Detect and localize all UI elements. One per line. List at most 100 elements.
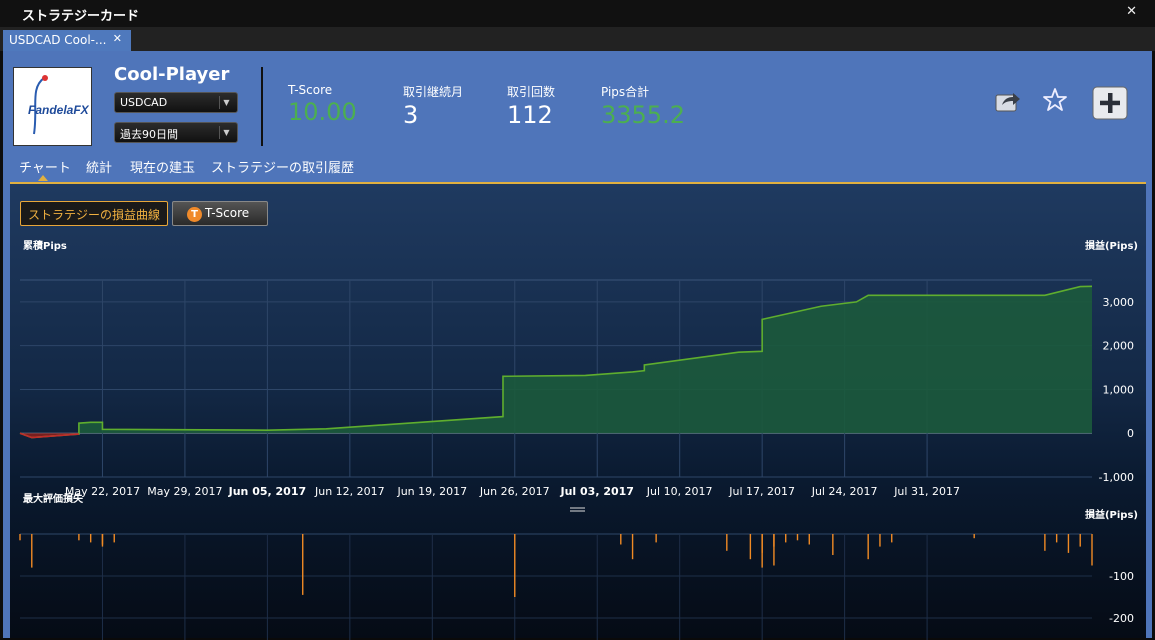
ytick-label: 2,000 <box>1103 340 1135 353</box>
active-tab-indicator <box>38 175 48 181</box>
drawdown-bar <box>726 534 728 551</box>
drawdown-bar <box>302 534 304 595</box>
equity-curve-button[interactable]: ストラテジーの損益曲線 <box>20 201 169 226</box>
equity-negative-area <box>20 433 79 438</box>
chart-area: ストラテジーの損益曲線 T T-Score 累積Pips 損益(Pips) 3,00… <box>10 182 1146 640</box>
tab-label: USDCAD Cool-... <box>9 33 107 47</box>
period-value: 過去90日間 <box>120 128 178 141</box>
period-select[interactable]: 過去90日間 ▼ <box>114 122 238 143</box>
xtick-label: Jul 03, 2017 <box>559 485 633 498</box>
stat-label: 取引回数 <box>507 85 556 99</box>
tab-chart[interactable]: チャート <box>19 161 71 176</box>
equity-ylabel-right: 損益(Pips) <box>1085 239 1138 252</box>
equity-line <box>19 285 1093 439</box>
drawdown-bar <box>796 534 799 541</box>
tscore-button[interactable]: T T-Score <box>172 201 268 226</box>
add-icon[interactable] <box>1092 86 1128 120</box>
drawdown-bar <box>832 534 834 555</box>
drawdown-bar <box>761 534 763 553</box>
window-title: ストラテジーカード <box>22 9 140 24</box>
xtick-label: May 29, 2017 <box>147 485 222 498</box>
drawdown-bar <box>773 534 775 547</box>
title-bar: ストラテジーカード ✕ <box>0 0 1155 27</box>
ytick-label: -200 <box>1109 612 1134 625</box>
share-icon[interactable] <box>994 88 1022 114</box>
equity-line-negative <box>19 432 79 439</box>
stat-tscore: T-Score 10.00 <box>288 83 357 126</box>
drawdown-bar <box>655 534 657 543</box>
stat-value: 10.00 <box>288 98 357 126</box>
drawdown-bar <box>1067 534 1070 553</box>
ytick-label: -100 <box>1109 570 1134 583</box>
drawdown-bar <box>808 534 810 545</box>
ytick-label: -1,000 <box>1099 471 1134 484</box>
stat-value: 3 <box>403 101 419 129</box>
charts-svg: 累積Pips 損益(Pips) 3,000 2,000 1,000 0 -1,000 May … <box>19 239 1138 640</box>
xtick-label: Jul 24, 2017 <box>811 485 878 498</box>
tab-stats[interactable]: 統計 <box>86 161 113 176</box>
stat-value: 3355.2 <box>601 101 685 129</box>
xtick-label: Jun 12, 2017 <box>314 485 385 498</box>
xtick-label: Jul 31, 2017 <box>893 485 960 498</box>
drawdown-bar <box>19 534 21 541</box>
tab-usdcad-cool-player[interactable]: USDCAD Cool-... ✕ <box>3 30 131 51</box>
equity-area <box>20 286 1092 434</box>
header-divider <box>261 67 263 146</box>
star-icon[interactable] <box>1042 87 1068 113</box>
drawdown-bar <box>1055 534 1058 543</box>
xtick-label: Jul 10, 2017 <box>646 485 713 498</box>
xtick-label: May 22, 2017 <box>65 485 140 498</box>
symbol-value: USDCAD <box>120 96 168 109</box>
drawdown-bar <box>749 534 752 560</box>
xtick-label: Jun 19, 2017 <box>396 485 467 498</box>
sub-tabs: チャート 統計 現在の建玉 ストラテジーの取引履歴 <box>3 155 1152 181</box>
strategy-panel: FandelaFX Cool-Player USDCAD ▼ 過去90日間 ▼ … <box>3 51 1152 640</box>
tab-close-icon[interactable]: ✕ <box>112 32 122 45</box>
xtick-label: Jul 17, 2017 <box>728 485 795 498</box>
stat-months: 取引継続月 3 <box>403 83 463 129</box>
drawdown-bar <box>867 534 869 560</box>
drawdown-bar <box>891 534 893 543</box>
svg-text:FandelaFX: FandelaFX <box>28 103 90 117</box>
drawdown-bar <box>31 534 33 568</box>
stat-label: Pips合計 <box>601 85 650 99</box>
drawdown-ylabel-right: 損益(Pips) <box>1085 508 1138 521</box>
drawdown-bar <box>785 534 787 543</box>
drawdown-bar <box>101 534 104 547</box>
drawdown-bar <box>1079 534 1081 547</box>
drawdown-bar <box>78 534 80 541</box>
xtick-label: Jun 26, 2017 <box>479 485 550 498</box>
equity-ylabel-left: 累積Pips <box>23 239 67 252</box>
tscore-button-label: T-Score <box>205 206 250 220</box>
drawdown-bar <box>620 534 622 545</box>
drawdown-bar <box>1091 534 1093 566</box>
tab-strip: USDCAD Cool-... ✕ <box>0 27 1155 51</box>
stat-trades: 取引回数 112 <box>507 83 555 129</box>
drawdown-bar <box>879 534 881 547</box>
tab-open-positions[interactable]: 現在の建玉 <box>130 161 196 176</box>
chevron-down-icon: ▼ <box>219 126 233 139</box>
ytick-label: 0 <box>1127 427 1134 440</box>
fandelafx-logo: FandelaFX <box>28 75 90 135</box>
stat-value: 112 <box>507 101 553 129</box>
close-icon[interactable]: ✕ <box>1126 4 1137 19</box>
drawdown-bar <box>631 534 634 560</box>
tab-trade-history[interactable]: ストラテジーの取引履歴 <box>211 161 355 176</box>
drawdown-bar <box>973 534 975 539</box>
symbol-select[interactable]: USDCAD ▼ <box>114 92 238 113</box>
drawdown-ylabel-left: 最大評価損失 <box>23 492 84 505</box>
strategy-logo: FandelaFX <box>13 67 92 146</box>
tscore-badge-icon: T <box>187 207 202 222</box>
stat-label: 取引継続月 <box>403 85 464 99</box>
equity-chart: 累積Pips 損益(Pips) 3,000 2,000 1,000 0 -1,000 May … <box>19 239 1138 512</box>
drawdown-bar <box>773 534 775 566</box>
strategy-name: Cool-Player <box>114 64 230 85</box>
xtick-label: Jun 05, 2017 <box>228 485 307 498</box>
stat-pips-total: Pips合計 3355.2 <box>601 83 685 129</box>
drawdown-bar <box>1044 534 1046 551</box>
drawdown-bar <box>89 534 92 543</box>
ytick-label: 3,000 <box>1103 296 1135 309</box>
chevron-down-icon: ▼ <box>219 96 233 109</box>
